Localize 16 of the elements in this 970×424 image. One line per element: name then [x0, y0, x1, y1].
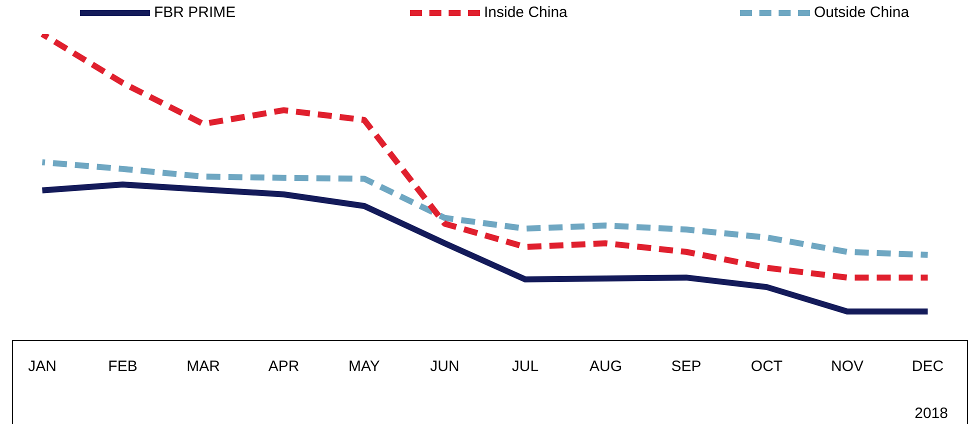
- x-tick-label: JAN: [28, 358, 56, 376]
- legend-label: FBR PRIME: [154, 4, 236, 21]
- x-tick-label: AUG: [589, 358, 622, 376]
- text: 2018: [914, 405, 948, 422]
- x-tick-label: DEC: [912, 358, 944, 376]
- x-tick-label: JUL: [512, 358, 539, 376]
- x-tick-label: SEP: [671, 358, 702, 376]
- legend-label: Outside China: [814, 4, 910, 21]
- x-tick-label: MAR: [186, 358, 220, 376]
- x-tick-label: JUN: [430, 358, 460, 376]
- x-tick-label: OCT: [750, 358, 783, 376]
- x-tick-label: MAY: [348, 358, 380, 376]
- x-tick-label: NOV: [830, 358, 864, 376]
- x-tick-label: APR: [268, 358, 300, 376]
- legend-label: Inside China: [484, 4, 568, 21]
- x-tick-label: FEB: [108, 358, 138, 376]
